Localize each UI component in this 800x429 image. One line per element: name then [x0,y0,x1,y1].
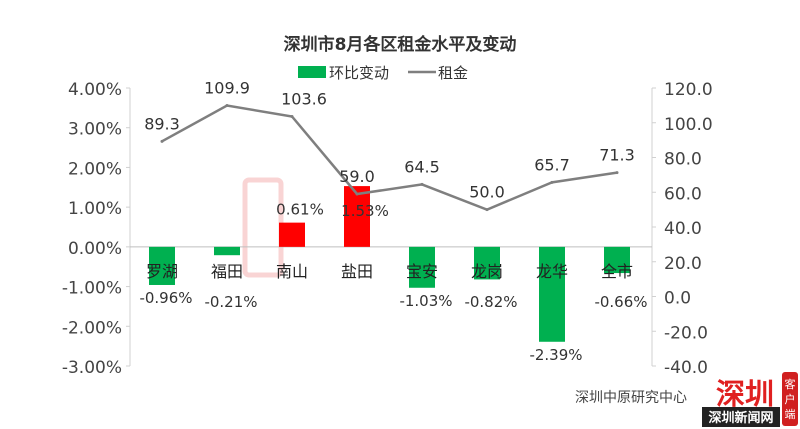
bar-data-label: 0.61% [276,201,324,219]
bar-data-label: -0.82% [464,293,517,311]
category-label: 南山 [276,262,308,281]
left-tick-label: 0.00% [68,239,122,259]
right-tick-label: 100.0 [664,115,713,135]
bar-data-label: -0.66% [594,293,647,311]
left-tick-label: -3.00% [62,358,122,378]
right-tick-label: 80.0 [664,150,702,170]
bar-盐田 [344,186,370,247]
chart-title: 深圳市8月各区租金水平及变动 [284,34,517,55]
rent-point [225,104,229,108]
rent-point [485,208,489,212]
logo-badge-bg [782,372,798,426]
category-label: 宝安 [406,262,438,281]
rent-data-label: 109.9 [204,79,250,98]
bar-data-label: -1.03% [399,292,452,310]
logo-main: 深圳 [716,377,774,411]
watermark-logo [242,177,284,278]
left-tick-label: 1.00% [68,199,122,219]
right-tick-label: -20.0 [664,323,708,343]
legend-bar-swatch [298,66,326,78]
category-label: 罗湖 [146,262,178,281]
left-tick-label: 2.00% [68,159,122,179]
bar-龙华 [539,246,565,342]
bar-data-label: -0.21% [204,293,257,311]
bar-福田 [214,246,240,256]
right-tick-label: 60.0 [664,184,702,204]
left-tick-label: 4.00% [68,80,122,100]
rent-point [420,182,424,186]
source-label: 深圳中原研究中心 [575,390,687,406]
right-tick-label: 0.0 [664,289,691,309]
rent-data-label: 71.3 [599,146,635,165]
logo-sub: 深圳新闻网 [708,410,773,426]
category-label: 盐田 [341,262,373,281]
bar-全市 [604,246,630,274]
right-tick-label: 20.0 [664,254,702,274]
bar-data-label: 1.53% [341,202,389,220]
logo-badge-char: 户 [785,392,796,406]
rent-data-label: 89.3 [144,114,180,133]
bar-罗湖 [149,246,175,285]
rent-data-label: 103.6 [281,89,327,108]
category-label: 龙岗 [471,262,503,281]
logo-sub-bg [702,407,780,427]
left-tick-label: -2.00% [62,318,122,338]
right-tick-label: -40.0 [664,358,708,378]
logo-badge-char: 端 [785,408,796,421]
bar-南山 [279,222,305,247]
right-tick-label: 40.0 [664,219,702,239]
bar-data-label: -2.39% [529,346,582,364]
category-label: 龙华 [536,262,568,281]
rent-data-label: 64.5 [404,157,440,176]
rent-point [615,171,619,175]
bar-宝安 [409,246,435,288]
rent-data-label: 50.0 [469,183,505,202]
category-label: 福田 [211,262,243,281]
rent-point [550,180,554,184]
legend-bar-label: 环比变动 [329,64,389,82]
rent-point [160,139,164,143]
left-tick-label: -1.00% [62,279,122,299]
bar-data-label: -0.96% [139,289,192,307]
rent-point [355,192,359,196]
rent-line [161,104,618,211]
logo-badge-char: 客 [785,377,796,391]
rent-data-label: 65.7 [534,155,570,174]
left-tick-label: 3.00% [68,120,122,140]
legend-line-label: 租金 [438,64,468,82]
right-tick-label: 120.0 [664,80,713,100]
category-label: 全市 [601,262,633,281]
rent-point [290,114,294,118]
rent-data-label: 59.0 [339,167,375,186]
bar-龙岗 [474,246,500,280]
